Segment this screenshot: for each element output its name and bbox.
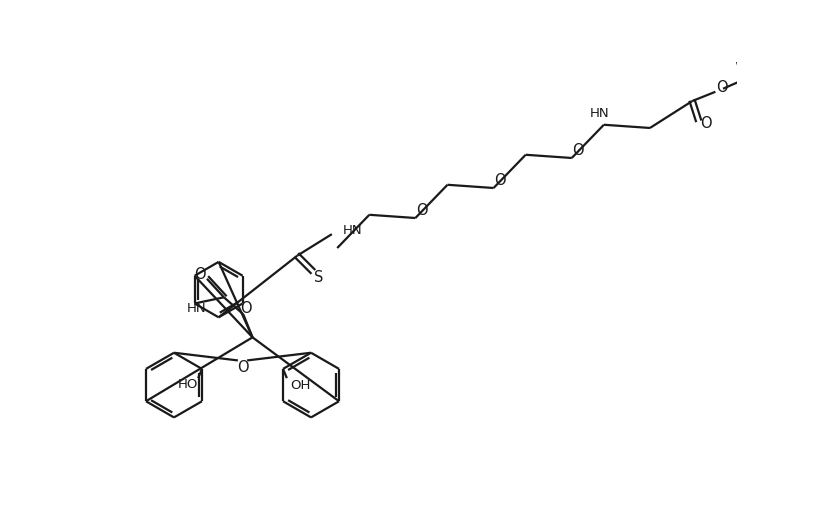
Text: O: O — [716, 80, 727, 96]
Text: O: O — [240, 301, 251, 316]
Text: HO: HO — [178, 378, 199, 391]
Text: HN: HN — [590, 107, 610, 120]
Text: HN: HN — [186, 302, 206, 315]
Text: OH: OH — [290, 379, 310, 392]
Text: O: O — [195, 267, 206, 283]
Text: O: O — [572, 143, 584, 158]
Text: O: O — [415, 203, 428, 218]
Text: HN: HN — [342, 224, 362, 237]
Text: O: O — [236, 360, 248, 375]
Text: O: O — [494, 173, 506, 188]
Text: S: S — [314, 270, 323, 285]
Text: O: O — [700, 116, 712, 131]
